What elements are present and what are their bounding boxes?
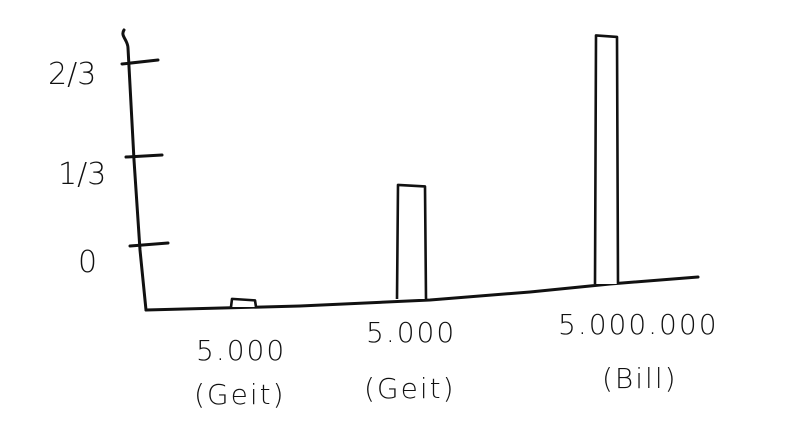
y-tick-mark-2 (128, 241, 170, 248)
category-label-1-name: (Geit) (194, 378, 286, 411)
category-label-3-name: (Bill) (602, 362, 678, 395)
y-tick-label-two-thirds: 2/3 (48, 57, 96, 92)
y-ticks (120, 58, 170, 248)
x-tick-labels: 5.000 (Geit) 5.000 (Geit) 5.000.000 (Bil… (194, 308, 719, 411)
y-tick-label-zero: 0 (78, 245, 97, 280)
y-tick-mark-1 (124, 153, 164, 159)
bars (229, 34, 620, 308)
category-label-1-amount: 5.000 (196, 334, 286, 367)
bar-3 (593, 34, 620, 285)
x-axis (144, 275, 700, 312)
y-tick-label-one-third: 1/3 (58, 157, 106, 192)
y-tick-labels: 2/3 1/3 0 (48, 57, 106, 280)
category-label-2-name: (Geit) (364, 372, 456, 405)
category-label-3-amount: 5.000.000 (558, 308, 719, 341)
bar-1 (229, 297, 258, 308)
y-axis (121, 28, 148, 312)
bar-2 (395, 183, 428, 300)
y-tick-mark-0 (120, 58, 160, 66)
category-label-2-amount: 5.000 (366, 316, 456, 349)
